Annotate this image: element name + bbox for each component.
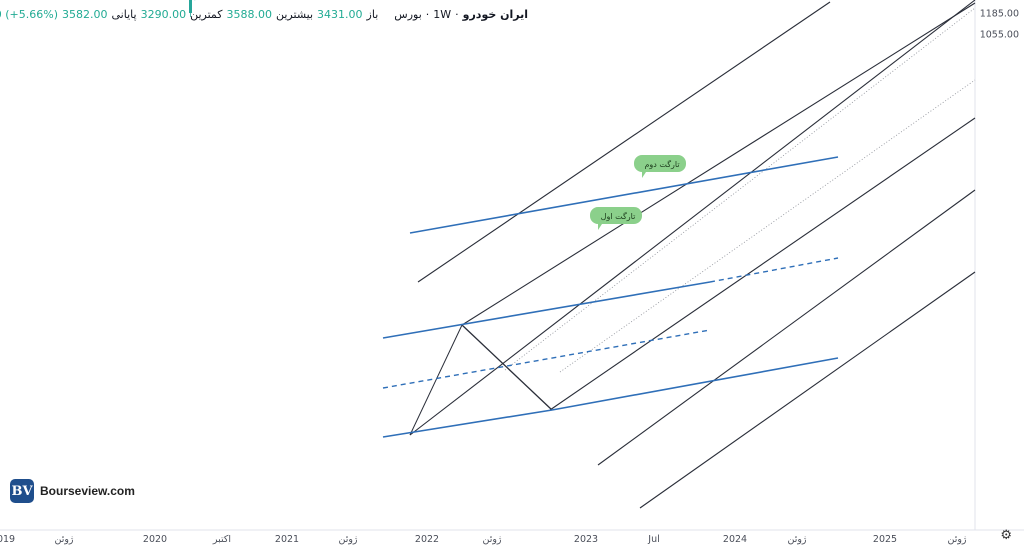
bv-logo-icon: BV — [10, 479, 34, 503]
pitchfork-handle — [409, 324, 463, 436]
close-value: 3582.00 — [62, 7, 108, 21]
x-tick-label: ژوئن — [54, 534, 73, 545]
pitchfork-line — [461, 2, 976, 326]
pitchfork-dotted-line — [559, 79, 976, 373]
trend-line — [409, 156, 839, 234]
pitchfork-line — [409, 0, 976, 436]
x-tick-label: ژوئن — [787, 534, 806, 545]
exchange-label: بورس — [394, 7, 422, 21]
y-tick-label: 1185.00 — [980, 9, 1019, 20]
pitchfork-line — [417, 1, 831, 283]
x-tick-label: 2021 — [275, 534, 299, 545]
annotation-bubble — [634, 155, 686, 178]
x-tick-label: 019 — [0, 534, 15, 545]
symbol-name[interactable]: ایران خودرو — [462, 7, 528, 21]
open-label: باز — [366, 7, 379, 21]
high-value: 3588.00 — [226, 7, 273, 21]
annotation-text: تارگت دوم — [644, 159, 679, 169]
close-label: پایانی — [111, 7, 137, 21]
x-tick-label: ژوئن — [338, 534, 357, 545]
y-tick-label: 1055.00 — [980, 30, 1019, 41]
x-tick-label: 2025 — [873, 534, 897, 545]
low-value: 3290.00 — [140, 7, 187, 21]
trend-line — [551, 357, 839, 411]
pitchfork-line — [597, 189, 976, 466]
candle-body — [189, 0, 192, 14]
brand-logo: BV Bourseview.com — [10, 479, 135, 503]
trend-line — [382, 409, 553, 438]
x-tick-label: 2024 — [723, 534, 747, 545]
pitchfork-line — [639, 271, 976, 509]
separator-dot: · — [425, 7, 430, 21]
x-tick-label: ژوئن — [482, 534, 501, 545]
trend-line — [382, 281, 711, 339]
pitchfork-handle — [461, 324, 553, 411]
gear-icon[interactable]: ⚙ — [1000, 528, 1012, 543]
separator-dot: · — [455, 7, 459, 21]
pitchfork-dotted-line — [504, 7, 976, 371]
trend-dashed-line — [709, 257, 839, 283]
annotation-bubble — [590, 207, 642, 230]
high-label: بیشترین — [276, 7, 314, 21]
x-tick-label: 2022 — [415, 534, 439, 545]
trend-dashed-line — [382, 329, 711, 389]
symbol-header: ایران خودرو · 1W · بورس باز 3431.00 بیشت… — [0, 4, 528, 24]
x-tick-label: ژوئن — [947, 534, 966, 545]
logo-text: Bourseview.com — [40, 484, 135, 498]
annotation-text: تارگت اول — [601, 211, 636, 221]
x-tick-label: Jul — [647, 534, 659, 545]
pitchfork-line — [549, 117, 976, 411]
x-tick-label: 2020 — [143, 534, 167, 545]
x-tick-label: اکتبر — [212, 534, 231, 545]
interval-label[interactable]: 1W — [433, 7, 452, 21]
x-tick-label: 2023 — [574, 534, 598, 545]
change-value: +192.00 (+5.66%) — [0, 7, 59, 21]
low-label: کمترین — [190, 7, 223, 21]
open-value: 3431.00 — [317, 7, 363, 21]
